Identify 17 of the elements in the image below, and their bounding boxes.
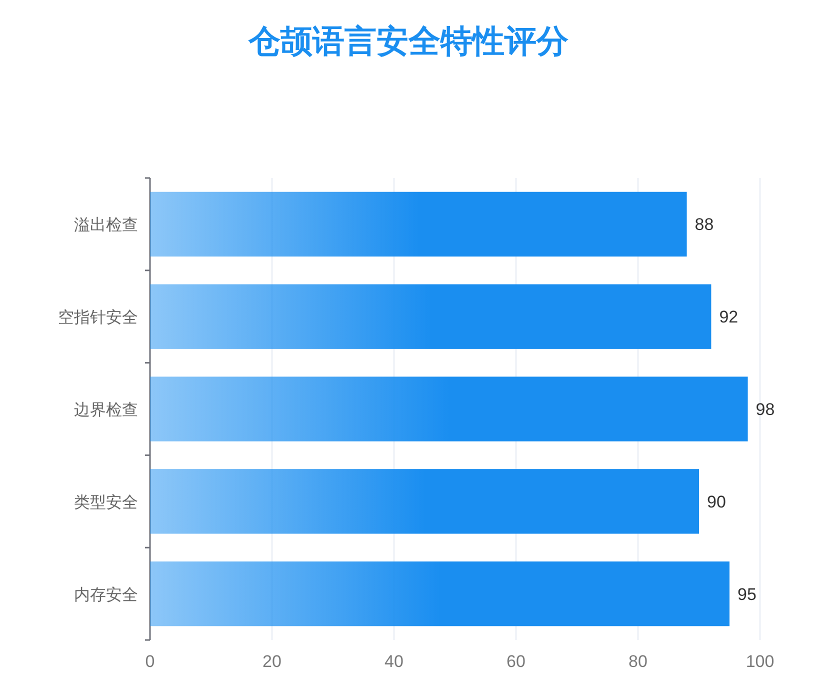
- x-tick-label: 0: [145, 652, 155, 671]
- title: 仓颉语言安全特性评分: [248, 23, 568, 59]
- data-label: 90: [707, 492, 726, 512]
- y-tick-label: 溢出检查: [74, 216, 138, 234]
- x-tick-label: 60: [506, 652, 526, 671]
- data-label: 95: [738, 584, 756, 604]
- x-tick-label: 100: [746, 652, 774, 671]
- y-tick-label: 边界检查: [74, 401, 138, 419]
- y-tick-label: 内存安全: [74, 586, 138, 604]
- y-tick-label: 类型安全: [74, 493, 138, 512]
- x-tick-label: 20: [262, 652, 282, 671]
- data-label: 92: [719, 308, 738, 327]
- data-label: 98: [756, 400, 775, 419]
- x-tick-label: 40: [384, 652, 404, 671]
- y-tick-label: 空指针安全: [58, 308, 138, 327]
- x-tick-label: 80: [628, 652, 648, 671]
- data-label: 88: [694, 215, 714, 234]
